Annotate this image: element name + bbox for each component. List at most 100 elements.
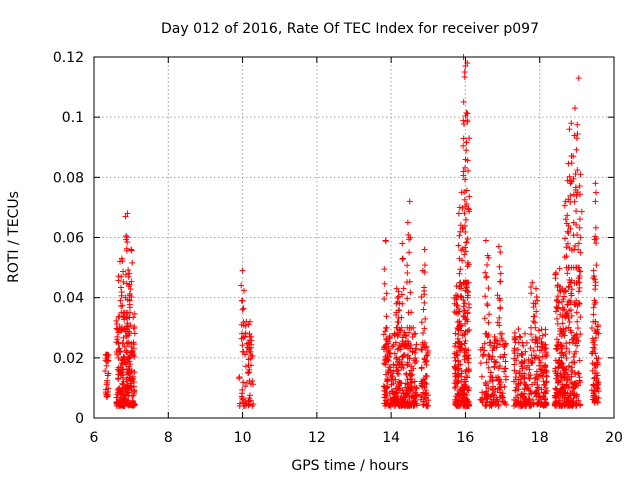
data-point	[418, 365, 425, 372]
y-tick-label: 0	[75, 411, 84, 427]
data-point	[391, 330, 398, 337]
data-point	[465, 288, 472, 295]
y-axis-title: ROTI / TECUs	[6, 191, 22, 283]
data-point	[457, 324, 464, 331]
x-tick-label: 20	[605, 430, 623, 446]
data-point	[462, 368, 469, 375]
x-tick-label: 18	[531, 430, 549, 446]
data-point	[380, 383, 387, 390]
y-tick-label: 0.08	[53, 170, 84, 186]
data-point	[381, 295, 388, 302]
x-axis-title: GPS time / hours	[291, 458, 408, 474]
data-point	[487, 402, 494, 409]
data-point	[119, 381, 126, 388]
data-point	[246, 377, 253, 384]
data-point	[558, 298, 565, 305]
data-point	[409, 349, 416, 356]
data-point	[248, 352, 255, 359]
data-point	[566, 318, 573, 325]
data-point	[124, 322, 131, 329]
data-point	[390, 361, 397, 368]
data-point	[117, 348, 124, 355]
data-point	[527, 283, 534, 290]
data-point	[577, 314, 584, 321]
data-point	[122, 328, 129, 335]
data-point	[126, 270, 133, 277]
data-point	[419, 339, 426, 346]
data-point	[451, 350, 458, 357]
data-point	[456, 204, 463, 211]
data-point	[535, 327, 542, 334]
data-point	[460, 313, 467, 320]
data-point	[410, 401, 417, 408]
data-point	[383, 290, 390, 297]
data-point	[460, 402, 467, 409]
data-point	[575, 75, 582, 82]
data-point	[123, 376, 130, 383]
data-point	[458, 285, 465, 292]
data-point	[397, 343, 404, 350]
data-point	[465, 384, 472, 391]
data-point	[494, 397, 501, 404]
data-point	[477, 360, 484, 367]
data-point	[465, 167, 472, 174]
data-point	[573, 146, 580, 153]
data-point	[574, 130, 581, 137]
data-point	[454, 335, 461, 342]
data-point	[576, 183, 583, 190]
data-point	[246, 330, 253, 337]
data-point	[490, 400, 497, 407]
data-point	[575, 288, 582, 295]
data-point	[104, 351, 110, 358]
data-point	[484, 334, 491, 341]
data-point	[462, 287, 469, 294]
data-point	[461, 340, 468, 347]
data-point	[576, 264, 583, 271]
data-point	[115, 367, 122, 374]
data-point	[126, 297, 133, 304]
data-point	[130, 379, 137, 386]
data-point	[421, 284, 428, 291]
y-tick-label: 0.1	[62, 110, 84, 126]
data-point	[457, 228, 464, 235]
data-point	[574, 121, 581, 128]
data-point	[117, 284, 124, 291]
data-point	[562, 216, 569, 223]
data-point	[117, 402, 124, 409]
data-point	[576, 284, 583, 291]
data-point	[403, 370, 410, 377]
data-point	[463, 216, 470, 223]
data-point	[465, 352, 472, 359]
data-point	[126, 370, 133, 377]
data-point	[130, 325, 137, 332]
data-point	[499, 398, 506, 405]
data-point	[489, 353, 496, 360]
data-point	[451, 300, 458, 307]
data-point	[452, 373, 459, 380]
y-tick-label: 0.06	[53, 231, 84, 247]
data-point	[592, 224, 599, 231]
data-point	[461, 69, 468, 76]
data-point	[590, 304, 597, 311]
data-point	[590, 311, 597, 318]
data-point	[389, 399, 396, 406]
data-point	[125, 354, 132, 361]
data-point	[393, 355, 400, 362]
data-point	[393, 367, 400, 374]
data-point	[464, 279, 471, 286]
data-point	[404, 269, 411, 276]
data-point	[454, 352, 461, 359]
data-point	[482, 293, 489, 300]
data-point	[462, 337, 469, 344]
data-point	[533, 293, 540, 300]
data-point	[578, 208, 585, 215]
data-point	[494, 337, 501, 344]
data-point	[406, 329, 413, 336]
data-point	[113, 317, 120, 324]
data-point	[573, 309, 580, 316]
data-point	[465, 301, 472, 308]
data-point	[483, 330, 490, 337]
data-point	[497, 278, 504, 285]
data-point	[523, 339, 530, 346]
data-point	[395, 307, 402, 314]
